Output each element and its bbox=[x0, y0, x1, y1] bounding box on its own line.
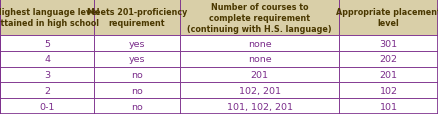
Bar bbox=[339, 98, 438, 114]
Bar bbox=[339, 83, 438, 98]
Text: 102, 201: 102, 201 bbox=[239, 86, 280, 95]
Bar bbox=[94, 36, 180, 52]
Bar bbox=[0, 0, 94, 36]
Bar bbox=[339, 0, 438, 36]
Text: no: no bbox=[131, 102, 143, 111]
Text: Meets 201-proficiency
requirement: Meets 201-proficiency requirement bbox=[87, 8, 187, 28]
Text: 101, 102, 201: 101, 102, 201 bbox=[226, 102, 293, 111]
Bar bbox=[339, 67, 438, 83]
Bar bbox=[0, 36, 94, 52]
Bar bbox=[0, 98, 94, 114]
Bar bbox=[94, 67, 180, 83]
Bar bbox=[180, 36, 339, 52]
Text: Highest language level
attained in high school: Highest language level attained in high … bbox=[0, 8, 99, 28]
Bar bbox=[180, 52, 339, 67]
Text: no: no bbox=[131, 86, 143, 95]
Bar bbox=[180, 98, 339, 114]
Text: yes: yes bbox=[129, 39, 145, 48]
Bar bbox=[339, 52, 438, 67]
Text: 202: 202 bbox=[380, 55, 398, 64]
Text: none: none bbox=[248, 55, 271, 64]
Bar bbox=[180, 0, 339, 36]
Text: no: no bbox=[131, 70, 143, 79]
Text: yes: yes bbox=[129, 55, 145, 64]
Bar bbox=[94, 52, 180, 67]
Bar bbox=[339, 36, 438, 52]
Text: Number of courses to
complete requirement
(continuing with H.S. language): Number of courses to complete requiremen… bbox=[187, 3, 332, 33]
Bar bbox=[94, 0, 180, 36]
Text: 102: 102 bbox=[380, 86, 398, 95]
Bar bbox=[0, 83, 94, 98]
Text: 101: 101 bbox=[380, 102, 398, 111]
Text: none: none bbox=[248, 39, 271, 48]
Text: 301: 301 bbox=[380, 39, 398, 48]
Bar bbox=[0, 67, 94, 83]
Text: 5: 5 bbox=[44, 39, 50, 48]
Text: Appropriate placement
level: Appropriate placement level bbox=[336, 8, 438, 28]
Text: 4: 4 bbox=[44, 55, 50, 64]
Text: 201: 201 bbox=[251, 70, 268, 79]
Bar bbox=[180, 67, 339, 83]
Text: 2: 2 bbox=[44, 86, 50, 95]
Bar bbox=[94, 83, 180, 98]
Bar bbox=[180, 83, 339, 98]
Text: 3: 3 bbox=[44, 70, 50, 79]
Text: 201: 201 bbox=[380, 70, 398, 79]
Bar bbox=[0, 52, 94, 67]
Text: 0-1: 0-1 bbox=[39, 102, 55, 111]
Bar bbox=[94, 98, 180, 114]
